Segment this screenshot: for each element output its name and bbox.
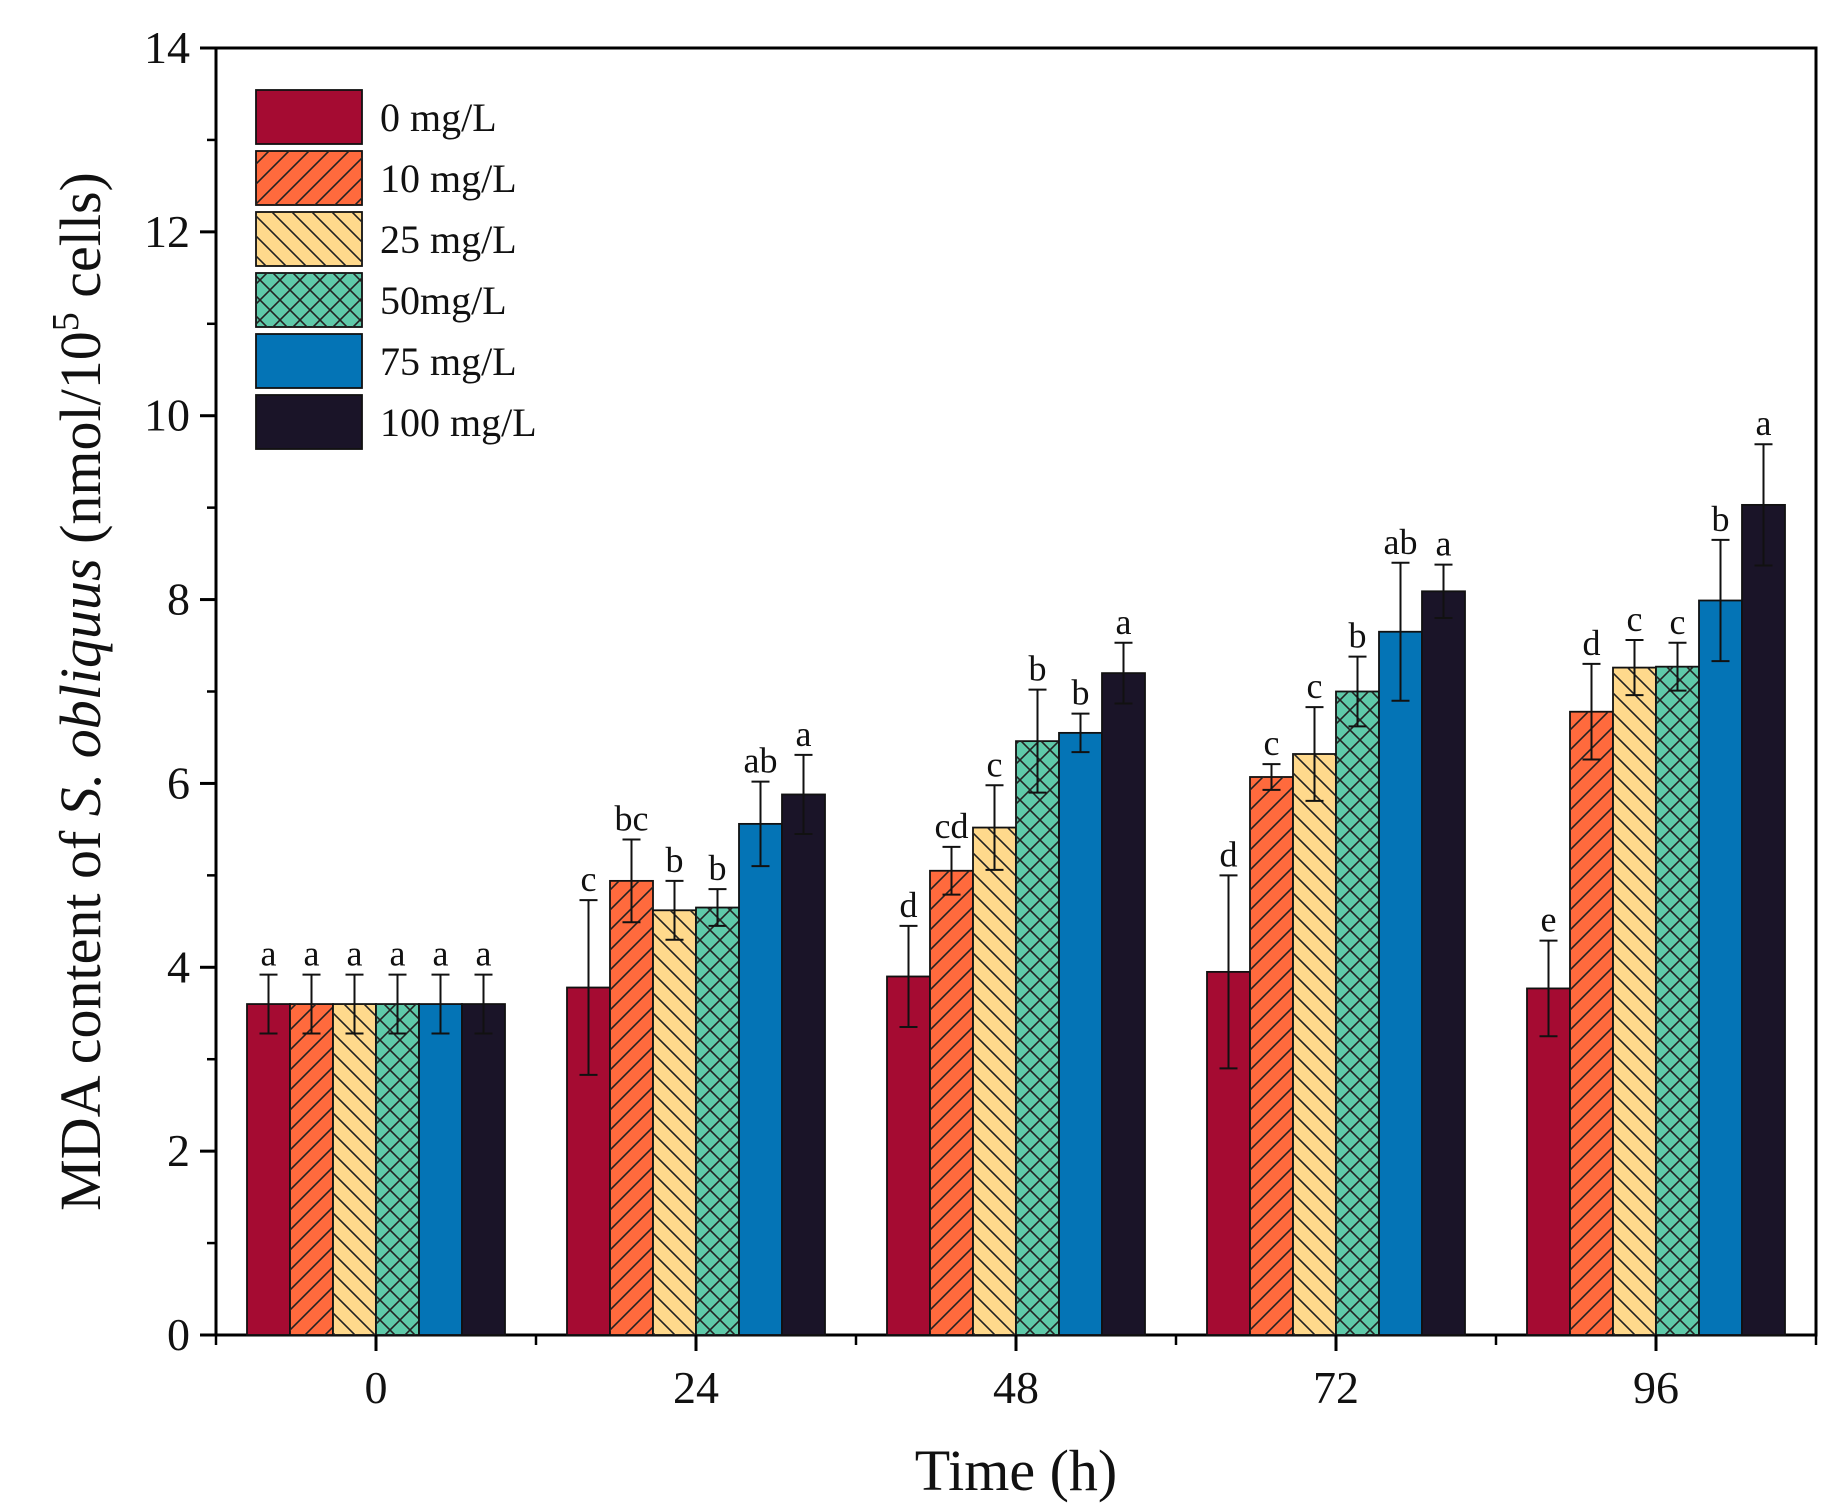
bar-hatch xyxy=(1656,666,1699,1335)
bar xyxy=(886,975,931,1336)
significance-label: ab xyxy=(744,741,778,781)
legend-swatch xyxy=(255,89,363,145)
significance-label: a xyxy=(304,934,320,974)
x-axis-title: Time (h) xyxy=(915,1438,1118,1503)
legend-label: 50mg/L xyxy=(380,278,507,323)
x-tick-label: 48 xyxy=(993,1362,1039,1413)
bar xyxy=(1421,590,1466,1336)
y-tick-label: 2 xyxy=(167,1125,190,1176)
significance-label: a xyxy=(476,934,492,974)
significance-label: b xyxy=(709,848,727,888)
y-tick-label: 12 xyxy=(144,206,190,257)
significance-label: a xyxy=(347,934,363,974)
y-axis-title-prefix: MDA content of xyxy=(48,816,113,1211)
significance-label: c xyxy=(1627,599,1643,639)
legend-swatch-hatch xyxy=(256,212,362,266)
bar-hatch xyxy=(610,880,653,1335)
bar xyxy=(1698,599,1743,1336)
bar-hatch xyxy=(333,1004,376,1335)
bar-hatch xyxy=(1016,741,1059,1335)
legend: 0 mg/L 10 mg/L 25 mg/L 50mg/L 75 mg/L 100 mg/… xyxy=(255,89,537,450)
bar xyxy=(781,793,826,1336)
significance-label: c xyxy=(1307,666,1323,706)
significance-label: bc xyxy=(615,799,649,839)
y-tick-label: 10 xyxy=(144,390,190,441)
bar-hatch xyxy=(1250,776,1293,1335)
bar-hatch xyxy=(1570,711,1613,1335)
legend-label: 10 mg/L xyxy=(380,156,517,201)
significance-label: b xyxy=(1072,673,1090,713)
significance-label: c xyxy=(581,859,597,899)
bar-hatch xyxy=(696,907,739,1335)
bar xyxy=(1378,630,1423,1336)
y-axis-title-species: S. obliquus xyxy=(48,558,113,816)
bar xyxy=(1526,987,1571,1336)
legend-swatch xyxy=(255,394,363,450)
x-tick-label: 72 xyxy=(1313,1362,1359,1413)
significance-label: b xyxy=(1712,499,1730,539)
bar xyxy=(246,1003,291,1336)
bar xyxy=(461,1003,506,1336)
y-axis-title: MDA content of S. obliquus (nmol/105 cel… xyxy=(45,172,113,1211)
significance-label: a xyxy=(796,714,812,754)
bar xyxy=(738,822,783,1336)
significance-label: a xyxy=(261,934,277,974)
significance-label: a xyxy=(1116,602,1132,642)
significance-label: d xyxy=(900,885,918,925)
y-tick-label: 4 xyxy=(167,941,190,992)
bar-hatch xyxy=(1336,691,1379,1335)
significance-label: a xyxy=(390,934,406,974)
y-tick-label: 14 xyxy=(144,22,190,73)
significance-label: d xyxy=(1220,834,1238,874)
bar-hatch xyxy=(1613,667,1656,1335)
significance-label: c xyxy=(987,744,1003,784)
bar xyxy=(1058,731,1103,1336)
significance-label: c xyxy=(1264,723,1280,763)
bar xyxy=(418,1003,463,1336)
bar-hatch xyxy=(973,827,1016,1335)
significance-label: b xyxy=(1349,616,1367,656)
significance-label: c xyxy=(1670,602,1686,642)
bar-hatch xyxy=(930,870,973,1335)
x-tick-label: 96 xyxy=(1633,1362,1679,1413)
legend-label: 100 mg/L xyxy=(380,400,537,445)
significance-label: a xyxy=(1436,524,1452,564)
bar-hatch xyxy=(376,1004,419,1335)
significance-label: b xyxy=(1029,649,1047,689)
legend-label: 0 mg/L xyxy=(380,95,497,140)
y-tick-label: 0 xyxy=(167,1309,190,1360)
significance-label: a xyxy=(433,934,449,974)
y-tick-label: 8 xyxy=(167,574,190,625)
bar xyxy=(1101,672,1146,1336)
legend-label: 75 mg/L xyxy=(380,339,517,384)
y-axis-title-unit-end: cells) xyxy=(48,172,113,312)
bar xyxy=(1741,503,1786,1336)
significance-label: cd xyxy=(935,806,969,846)
legend-swatch xyxy=(255,333,363,389)
y-axis-title-unit-start: (nmol/10 xyxy=(48,331,113,558)
significance-label: b xyxy=(666,840,684,880)
significance-label: a xyxy=(1756,403,1772,443)
significance-label: d xyxy=(1583,623,1601,663)
x-tick-label: 24 xyxy=(673,1362,719,1413)
y-axis-title-superscript: 5 xyxy=(45,312,87,331)
bar-hatch xyxy=(653,910,696,1335)
y-tick-label: 6 xyxy=(167,757,190,808)
legend-swatch-hatch xyxy=(256,273,362,327)
legend-swatch-hatch xyxy=(256,151,362,205)
x-tick-label: 0 xyxy=(365,1362,388,1413)
legend-label: 25 mg/L xyxy=(380,217,517,262)
significance-label: ab xyxy=(1384,522,1418,562)
bar-hatch xyxy=(1293,754,1336,1335)
bar-hatch xyxy=(290,1004,333,1335)
significance-label: e xyxy=(1541,900,1557,940)
